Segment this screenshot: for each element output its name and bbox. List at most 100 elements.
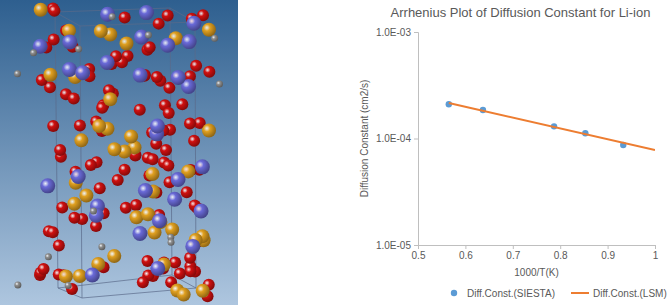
atom (163, 82, 175, 94)
legend-item: Diff.Const.(LSM) (571, 288, 667, 299)
atom (75, 65, 90, 80)
atom (71, 169, 86, 184)
atom (163, 107, 175, 119)
atom (137, 276, 149, 288)
legend: Diff.Const.(SIESTA) Diff.Const.(LSM) (451, 288, 667, 299)
atom (132, 226, 147, 241)
y-tick-label: 1.0E-03 (376, 27, 411, 38)
atom (211, 35, 218, 42)
atom (190, 60, 202, 72)
atom (119, 164, 131, 176)
atom (145, 32, 152, 39)
atom (138, 183, 153, 198)
legend-label: Diff.Const.(SIESTA) (467, 288, 555, 299)
atom (68, 92, 80, 104)
atom (139, 5, 154, 20)
y-axis-line (414, 33, 419, 246)
atom (119, 36, 133, 50)
chart: Arrhenius Plot of Diffusion Constant for… (359, 5, 667, 299)
atom (147, 153, 159, 165)
x-tick-mark (513, 245, 514, 249)
atom (89, 208, 104, 223)
atom (107, 249, 121, 263)
x-tick-mark (608, 245, 609, 249)
atom (188, 135, 200, 147)
x-axis-title: 1000/T(K) (514, 267, 558, 278)
atom (62, 34, 77, 49)
atom (74, 133, 88, 147)
atom (79, 188, 93, 202)
atom (160, 38, 175, 53)
atom (216, 80, 223, 87)
atom (56, 201, 68, 213)
cell-box (55, 8, 196, 298)
atom (98, 243, 105, 250)
atom (160, 144, 172, 156)
atom (75, 46, 82, 53)
y-tick-mark (414, 245, 418, 246)
atom (119, 11, 131, 23)
x-tick: 0.5 (412, 245, 426, 261)
x-tick-label: 0.5 (412, 250, 426, 261)
atom (203, 66, 215, 78)
legend-label: Diff.Const.(LSM) (593, 288, 667, 299)
atom (59, 269, 73, 283)
atom (185, 239, 200, 254)
atom (153, 18, 165, 30)
y-tick-mark (414, 32, 418, 33)
atom (45, 253, 52, 260)
x-tick-label: 0.8 (554, 250, 568, 261)
x-tick-label: 0.7 (506, 250, 520, 261)
atom (195, 159, 210, 174)
atom (109, 13, 116, 20)
atom (38, 263, 50, 275)
x-tick: 1 (653, 245, 659, 261)
x-tick: 0.8 (554, 245, 568, 261)
x-tick-label: 0.9 (601, 250, 615, 261)
atom (202, 23, 216, 37)
atom (176, 98, 188, 110)
atom (184, 118, 196, 130)
legend-item: Diff.Const.(SIESTA) (451, 288, 555, 299)
atom (194, 203, 209, 218)
atom (62, 62, 77, 77)
y-tick-label: 1.0E-04 (376, 133, 411, 144)
x-axis: 0.50.60.70.80.91 (412, 245, 659, 261)
plot-area (446, 101, 655, 150)
y-tick: 1.0E-05 (376, 240, 418, 251)
atom (107, 142, 121, 156)
y-tick-label: 1.0E-05 (376, 240, 411, 251)
legend-swatch (451, 290, 457, 296)
atom (151, 71, 163, 83)
atom (54, 144, 66, 156)
atom (162, 10, 174, 22)
atom (94, 24, 108, 38)
atom (146, 167, 160, 181)
atom (100, 7, 115, 22)
atom (120, 202, 132, 214)
atom (90, 208, 97, 215)
x-tick: 0.7 (506, 245, 520, 261)
atom (100, 55, 115, 70)
atom (171, 70, 186, 85)
legend-swatch (571, 292, 589, 294)
x-tick-mark (560, 245, 561, 249)
atom (92, 119, 106, 133)
atom (14, 281, 21, 288)
image-background (0, 0, 238, 305)
atom (182, 34, 197, 49)
y-tick-mark (414, 139, 418, 140)
atom (73, 269, 87, 283)
atom (94, 182, 106, 194)
atom (85, 268, 100, 283)
atom (85, 159, 97, 171)
atom (150, 261, 165, 276)
title: Arrhenius Plot of Diffusion Constant for… (391, 5, 651, 20)
x-tick-mark (465, 245, 466, 249)
atom (112, 174, 124, 186)
y-tick: 1.0E-04 (376, 133, 418, 144)
structure-image (0, 0, 238, 305)
atom (186, 16, 201, 31)
x-tick-mark (655, 245, 656, 249)
y-axis-title: Diffusion Constant (cm2/s) (359, 80, 370, 198)
